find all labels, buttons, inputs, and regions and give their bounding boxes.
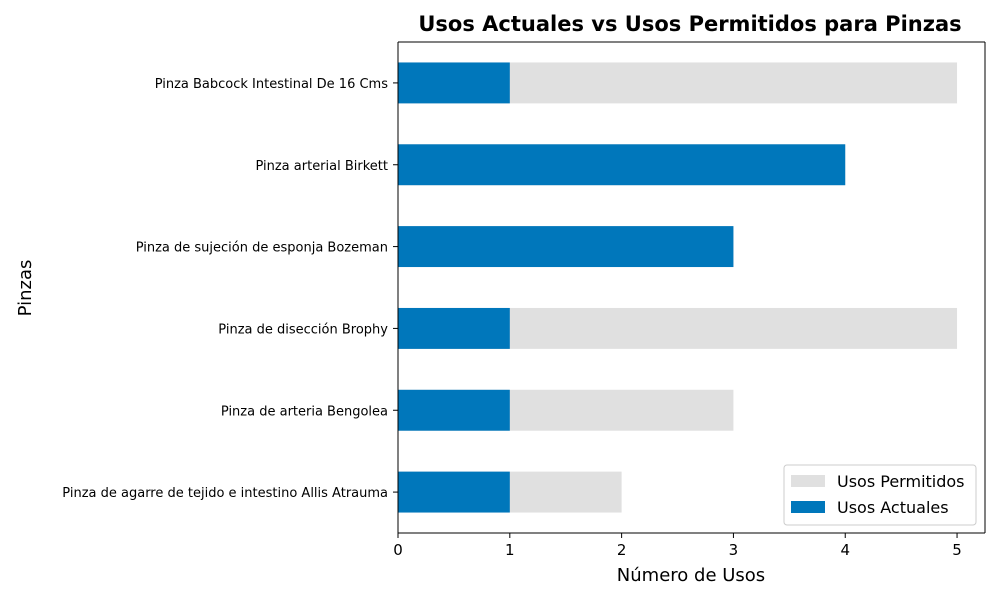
x-tick-label: 5 [952,541,962,559]
bars-group [398,62,958,513]
bar-actuales-2 [398,307,510,349]
x-tick-label: 1 [505,541,515,559]
x-ticks: 0 1 2 3 4 5 [393,533,962,559]
y-axis-label: Pinzas [15,260,36,317]
legend-swatch-actuales [791,501,825,513]
legend: Usos Permitidos Usos Actuales [783,464,977,526]
x-tick-label: 2 [617,541,627,559]
legend-swatch-permitidos [791,475,825,487]
bar-actuales-4 [398,144,846,186]
bar-actuales-3 [398,226,734,268]
x-axis-label: Número de Usos [617,565,765,586]
chart-title: Usos Actuales vs Usos Permitidos para Pi… [418,12,961,36]
axes [397,41,986,534]
legend-box [783,464,977,526]
y-tick-label: Pinza arterial Birkett [255,159,388,174]
x-tick-label: 0 [393,541,403,559]
y-tick-label: Pinza de arteria Bengolea [221,404,388,419]
y-tick-label: Pinza de sujeción de esponja Bozeman [136,241,388,256]
y-tick-label: Pinza Babcock Intestinal De 16 Cms [155,77,389,92]
bar-actuales-1 [398,389,510,431]
bar-actuales-0 [398,471,510,513]
x-tick-label: 4 [840,541,850,559]
y-ticks: Pinza de agarre de tejido e intestino Al… [62,77,398,501]
y-tick-label: Pinza de agarre de tejido e intestino Al… [62,486,388,501]
y-tick-label: Pinza de disección Brophy [218,322,388,337]
x-tick-label: 3 [729,541,739,559]
legend-label-actuales: Usos Actuales [837,498,949,517]
bar-actuales-5 [398,62,510,104]
legend-label-permitidos: Usos Permitidos [837,472,965,491]
